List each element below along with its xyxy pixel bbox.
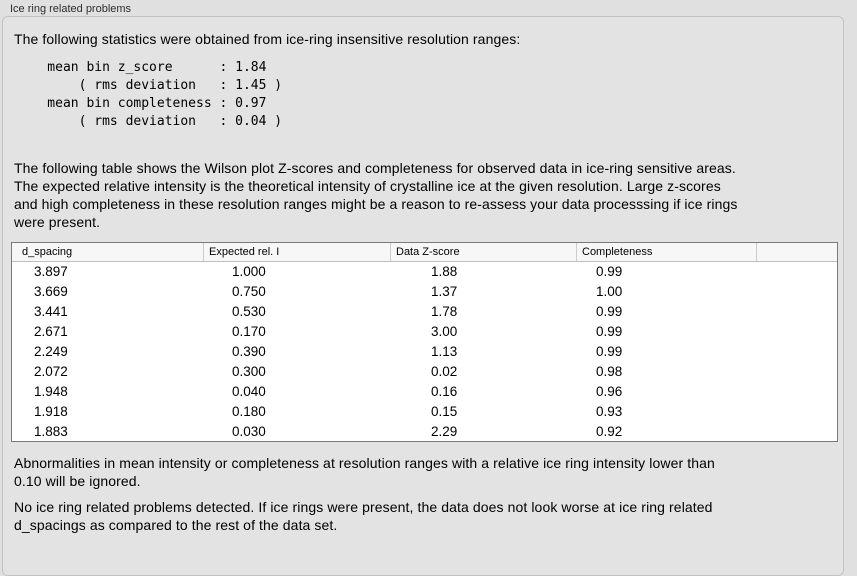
table-cell: 3.00 — [431, 324, 458, 340]
table-cell: 1.13 — [431, 344, 458, 359]
table-cell: 0.300 — [232, 363, 266, 379]
table-cell — [757, 401, 837, 421]
table-cell: 1.918 — [34, 403, 68, 419]
table-cell: 0.15 — [431, 403, 458, 419]
column-header-d-spacing[interactable]: d_spacing — [12, 243, 204, 261]
table-cell: 1.883 — [34, 423, 68, 439]
table-row[interactable]: 1.883 0.030 2.29 0.92 — [12, 421, 837, 442]
ignore-note-text: Abnormalities in mean intensity or compl… — [14, 455, 715, 490]
table-cell: 2.072 — [34, 363, 68, 379]
table-cell — [757, 262, 837, 282]
table-row[interactable]: 2.249 0.390 1.13 0.99 — [12, 341, 837, 362]
table-cell: 1.000 — [232, 264, 266, 280]
table-cell — [757, 302, 837, 322]
table-row[interactable]: 1.918 0.180 0.15 0.93 — [12, 401, 837, 422]
ice-ring-panel: The following statistics were obtained f… — [2, 16, 844, 576]
table-cell — [757, 342, 837, 362]
table-row[interactable]: 3.669 0.750 1.37 1.00 — [12, 281, 837, 302]
intro-text: The following statistics were obtained f… — [14, 31, 521, 47]
table-row[interactable]: 3.897 1.000 1.88 0.99 — [12, 262, 837, 282]
table-row[interactable]: 1.948 0.040 0.16 0.96 — [12, 381, 837, 402]
table-cell: 0.98 — [596, 363, 623, 379]
table-cell — [757, 361, 837, 381]
table-cell — [757, 421, 837, 441]
table-cell: 0.02 — [431, 363, 458, 379]
table-cell: 0.170 — [232, 324, 266, 340]
table-cell: 1.948 — [34, 383, 68, 399]
table-cell: 0.99 — [596, 304, 623, 320]
table-row[interactable]: 3.441 0.530 1.78 0.99 — [12, 301, 837, 322]
column-header-expected-rel-i[interactable]: Expected rel. I — [204, 243, 391, 261]
table-cell — [757, 381, 837, 401]
table-cell: 0.96 — [596, 383, 623, 399]
stats-block: mean bin z_score : 1.84 ( rms deviation … — [47, 60, 283, 129]
table-cell: 0.750 — [232, 284, 266, 300]
table-cell: 2.249 — [34, 344, 68, 359]
column-header-data-z-score[interactable]: Data Z-score — [391, 243, 577, 261]
table-cell: 1.88 — [431, 264, 458, 280]
column-header-empty[interactable] — [757, 243, 837, 261]
table-cell: 0.92 — [596, 423, 623, 439]
table-cell — [757, 322, 837, 342]
table-row[interactable]: 2.671 0.170 3.00 0.99 — [12, 321, 837, 342]
conclusion-text: No ice ring related problems detected. I… — [14, 499, 713, 534]
table-cell: 3.669 — [34, 284, 68, 300]
table-cell: 0.16 — [431, 383, 458, 399]
table-cell: 0.040 — [232, 383, 266, 399]
table-cell: 2.29 — [431, 423, 458, 439]
table-cell: 0.93 — [596, 403, 623, 419]
ice-ring-table: d_spacing Expected rel. I Data Z-score Comp… — [11, 242, 838, 443]
table-cell: 3.897 — [34, 264, 68, 280]
table-cell: 0.390 — [232, 344, 266, 359]
page-title: Ice ring related problems — [10, 3, 132, 15]
table-cell: 0.180 — [232, 403, 266, 419]
table-cell: 0.99 — [596, 324, 623, 340]
table-cell: 3.441 — [34, 304, 68, 320]
table-cell: 2.671 — [34, 324, 68, 340]
table-cell: 0.99 — [596, 344, 623, 359]
table-cell: 0.530 — [232, 304, 266, 320]
table-body: 3.897 1.000 1.88 0.99 3.669 0.750 1.37 1.00 3.44… — [12, 262, 837, 442]
table-row[interactable]: 2.072 0.300 0.02 0.98 — [12, 361, 837, 382]
table-cell: 1.00 — [596, 284, 623, 300]
table-cell: 1.37 — [431, 284, 458, 300]
table-cell: 1.78 — [431, 304, 458, 320]
table-cell — [757, 282, 837, 302]
table-cell: 0.99 — [596, 264, 623, 280]
table-cell: 0.030 — [232, 423, 266, 439]
table-intro-text: The following table shows the Wilson plo… — [14, 160, 738, 230]
column-header-completeness[interactable]: Completeness — [577, 243, 757, 261]
table-header: d_spacing Expected rel. I Data Z-score Comp… — [12, 243, 837, 262]
